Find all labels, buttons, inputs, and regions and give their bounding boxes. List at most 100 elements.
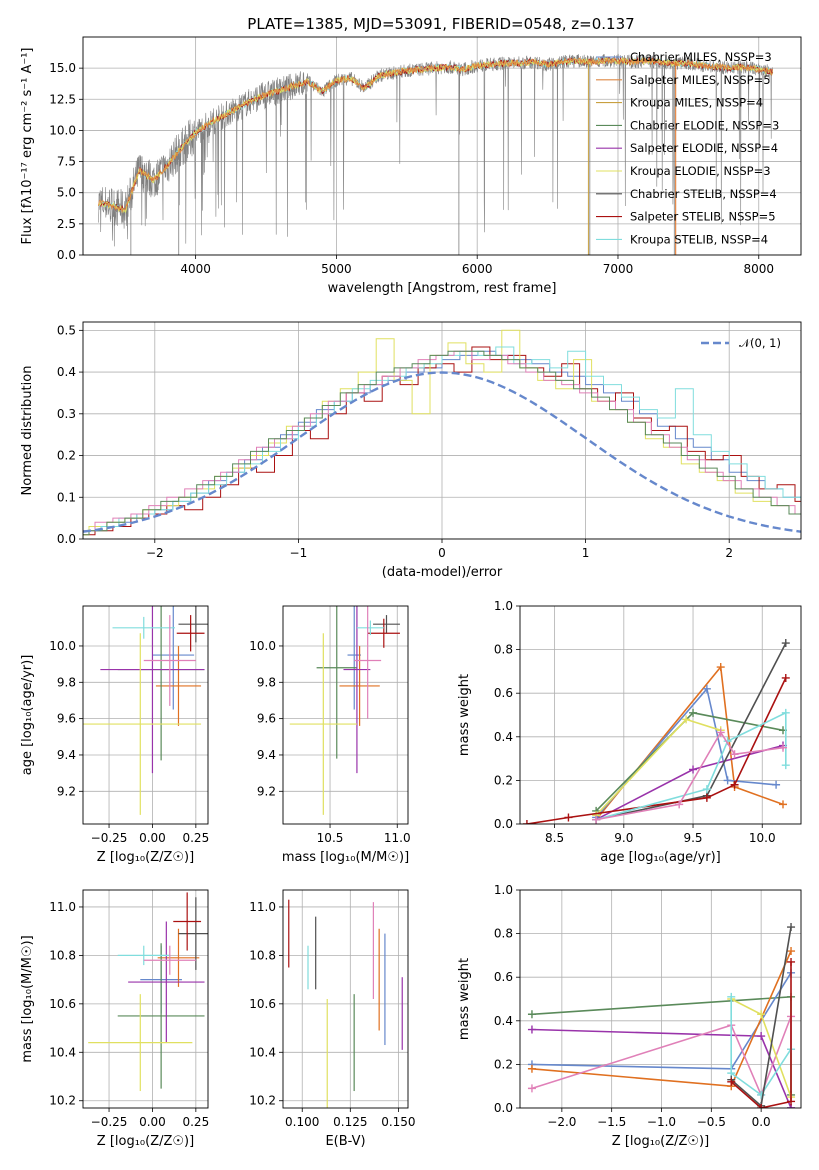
- y-tick-label: 0.0: [57, 248, 76, 262]
- axes-frame: [82, 321, 802, 540]
- point-chabrier_stelib: [178, 606, 208, 643]
- y-tick-label: 9.4: [257, 748, 276, 762]
- x-axis-label: Z [log₁₀(Z/Z☉)]: [612, 1134, 709, 1149]
- histogram-pink: [83, 350, 801, 532]
- y-tick-label: 10.0: [49, 123, 76, 137]
- point-kroupa_stelib: [356, 620, 384, 636]
- x-tick-label: 0: [438, 546, 446, 560]
- marker-chabrier_elodie: [689, 708, 698, 717]
- y-tick-label: 9.4: [57, 748, 76, 762]
- axes-frame: [519, 889, 802, 1109]
- point-salpeter_stelib: [176, 615, 205, 652]
- y-tick-label: 10.2: [249, 1094, 276, 1108]
- x-axis-label: (data-model)/error: [382, 565, 503, 580]
- panel-age_vs_mass: 10.5 11.0 9.2 9.4 9.6 9.8 10.0 mass [log₁₀(M/M☉…: [249, 605, 411, 865]
- plot-area: [520, 606, 801, 824]
- y-tick-label: 1.0: [494, 599, 513, 613]
- y-axis-label: age [log₁₀(age/yr)]: [20, 655, 35, 776]
- marker-kroupa_stelib: [781, 708, 790, 717]
- x-tick-label: 9.5: [683, 831, 702, 845]
- x-tick-label: 2: [725, 546, 733, 560]
- point-chabrier_elodie: [316, 606, 357, 759]
- point-orange: [155, 645, 202, 726]
- marker-kroupa_elodie: [757, 1010, 766, 1019]
- x-axis-label: mass [log₁₀(M/M☉)]: [282, 850, 409, 865]
- point-pink: [354, 606, 382, 719]
- x-axis-label: Z [log₁₀(Z/Z☉)]: [97, 850, 194, 865]
- panel-age_vs_Z: −0.25 0.00 0.25 9.2 9.4 9.6 9.8 10.0 Z [log₁₀(Z/…: [20, 605, 209, 865]
- x-tick-label: 0.00: [139, 1115, 166, 1129]
- panel-mass_vs_ebv: 0.100 0.125 0.150 10.2 10.4 10.6 10.8 11.0 E(B-V…: [249, 889, 416, 1149]
- y-tick-label: 10.4: [49, 1045, 76, 1059]
- y-tick-label: 9.2: [257, 784, 276, 798]
- point-kroupa_stelib: [117, 945, 170, 966]
- series-kroupa_stelib: [595, 711, 787, 821]
- marker-salpeter_elodie: [689, 765, 698, 774]
- y-tick-label: 9.6: [57, 712, 76, 726]
- series-kroupa_stelib: [730, 996, 792, 1097]
- y-tick-label: 2.5: [57, 217, 76, 231]
- x-tick-label: 0.100: [285, 1115, 319, 1129]
- x-tick-label: −0.25: [91, 1115, 128, 1129]
- point-orange: [157, 928, 200, 987]
- point-chabrier_elodie: [117, 943, 205, 1089]
- spectrum-title: PLATE=1385, MJD=53091, FIBERID=0548, z=0…: [247, 15, 634, 33]
- legend-label: Kroupa MILES, NSSP=4: [630, 96, 763, 110]
- y-tick-label: 11.0: [249, 900, 276, 914]
- point-chabrier_stelib: [178, 897, 208, 970]
- x-tick-label: 6000: [462, 262, 493, 276]
- marker-salpeter_stelib: [781, 673, 790, 682]
- y-tick-label: 10.2: [49, 1094, 76, 1108]
- panel-mass_weight_vs_Z: −2.0 −1.5 −1.0 −0.5 0.0 0.0 0.2 0.4 0.6 0.8 1.0 Z […: [457, 883, 802, 1149]
- marker-kroupa_stelib: [757, 1090, 766, 1099]
- x-tick-label: −1.5: [597, 1115, 626, 1129]
- y-axis-label: Flux [fλ10⁻¹⁷ erg cm⁻² s⁻¹ A⁻¹]: [20, 48, 35, 245]
- y-tick-label: 10.4: [249, 1045, 276, 1059]
- marker-pink: [716, 728, 725, 737]
- y-tick-label: 11.0: [49, 900, 76, 914]
- marker-chabrier_stelib: [787, 923, 796, 932]
- marker-pink: [527, 1084, 536, 1093]
- y-tick-label: 0.2: [494, 1057, 513, 1071]
- plot-area: [83, 890, 208, 1108]
- point-salpeter_stelib: [173, 892, 202, 951]
- y-tick-label: 1.0: [494, 883, 513, 897]
- y-tick-label: 12.5: [49, 92, 76, 106]
- y-tick-label: 0.4: [494, 730, 513, 744]
- axes-frame: [282, 889, 409, 1109]
- histogram-chabrier_elodie: [83, 350, 801, 536]
- marker-orange: [716, 663, 725, 672]
- y-axis-label: Normed distribution: [20, 366, 35, 496]
- y-tick-label: 0.4: [494, 1014, 513, 1028]
- marker-pink: [592, 815, 601, 824]
- point-chabrier_stelib: [373, 615, 400, 634]
- x-axis-label: wavelength [Angstrom, rest frame]: [328, 281, 557, 296]
- y-tick-label: 0.6: [494, 970, 513, 984]
- marker-chabrier_miles: [723, 776, 732, 785]
- point-salpeter_stelib: [367, 618, 400, 648]
- axes-frame: [82, 36, 802, 256]
- plot-area: [283, 606, 408, 824]
- histogram-kroupa_stelib: [83, 346, 801, 539]
- x-tick-label: 0.00: [139, 831, 166, 845]
- point-kroupa_stelib: [112, 616, 176, 639]
- y-tick-label: 10.6: [49, 997, 76, 1011]
- panel-residuals: −2 −1 0 1 2 0.0 0.1 0.2 0.3 0.4 0.5 (data-model)/er…: [20, 321, 802, 580]
- y-tick-label: 0.0: [494, 817, 513, 831]
- marker-kroupa_stelib: [702, 785, 711, 794]
- x-tick-label: 0.25: [182, 1115, 209, 1129]
- x-tick-label: 4000: [180, 262, 211, 276]
- x-tick-label: 0.0: [752, 1115, 771, 1129]
- x-axis-label: Z [log₁₀(Z/Z☉)]: [97, 1134, 194, 1149]
- y-tick-label: 10.8: [49, 948, 76, 962]
- x-tick-label: −0.5: [697, 1115, 726, 1129]
- legend-label: Chabrier MILES, NSSP=3: [630, 50, 772, 64]
- histogram-salpeter_stelib: [83, 346, 801, 536]
- marker-pink: [675, 800, 684, 809]
- series-salpeter_stelib: [730, 961, 792, 1108]
- plot-area: [83, 322, 801, 539]
- x-tick-label: 0.125: [333, 1115, 367, 1129]
- plot-area: [83, 606, 208, 824]
- legend-label: Chabrier STELIB, NSSP=4: [630, 187, 777, 201]
